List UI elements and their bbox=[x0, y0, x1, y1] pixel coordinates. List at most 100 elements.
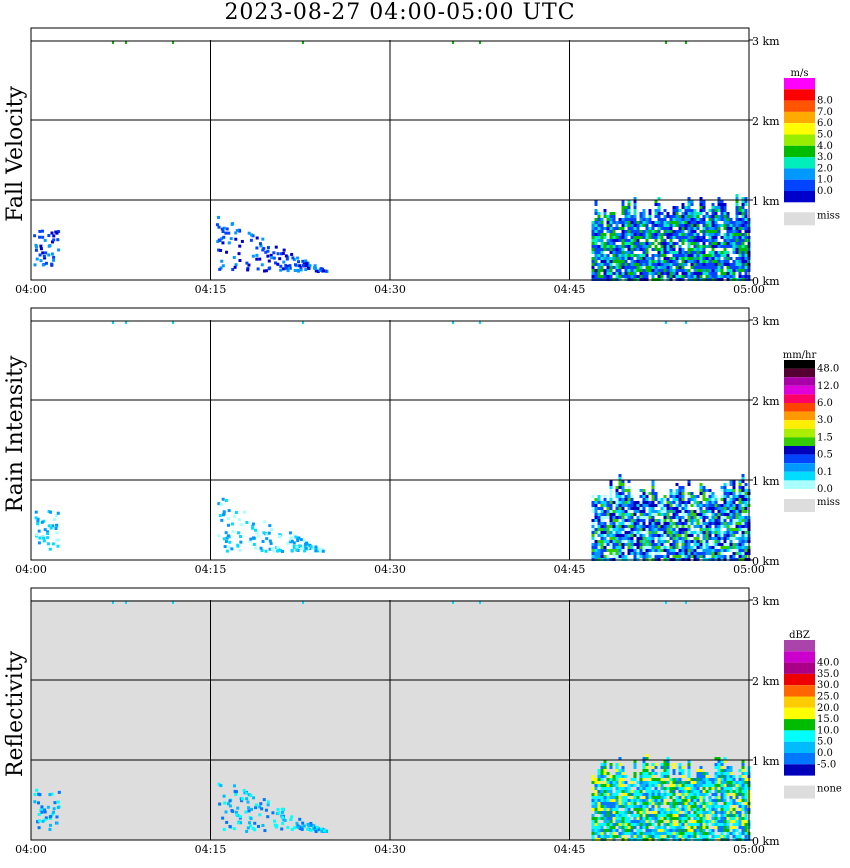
echo-cell bbox=[681, 552, 685, 555]
echo-cell bbox=[675, 233, 679, 236]
colorbar-swatch bbox=[784, 111, 815, 124]
echo-cell bbox=[663, 504, 667, 507]
echo-cell bbox=[609, 784, 613, 787]
echo-cell bbox=[693, 263, 697, 266]
echo-cell bbox=[603, 498, 607, 501]
echo-cell bbox=[639, 528, 643, 531]
echo-cell bbox=[624, 221, 628, 224]
echo-cell bbox=[633, 796, 637, 799]
echo-cell bbox=[645, 513, 649, 516]
echo-cell bbox=[714, 528, 718, 531]
echo-cell bbox=[48, 817, 52, 821]
echo-cell bbox=[711, 823, 715, 826]
echo-cell bbox=[690, 254, 694, 257]
echo-cell bbox=[717, 209, 721, 212]
echo-cell bbox=[720, 808, 724, 811]
echo-cell bbox=[645, 227, 649, 230]
echo-cell bbox=[681, 814, 685, 817]
echo-cell bbox=[717, 269, 721, 272]
echo-cell bbox=[618, 805, 622, 808]
echo-cell bbox=[726, 251, 730, 254]
echo-cell bbox=[642, 215, 646, 218]
echo-cell bbox=[633, 531, 637, 534]
echo-cell bbox=[633, 206, 637, 209]
echo-cell bbox=[642, 778, 646, 781]
echo-cell bbox=[738, 820, 742, 823]
echo-cell bbox=[687, 510, 691, 513]
echo-cell bbox=[702, 823, 706, 826]
echo-cell bbox=[711, 814, 715, 817]
echo-cell bbox=[669, 835, 673, 838]
echo-cell bbox=[675, 781, 679, 784]
echo-cell bbox=[591, 230, 595, 233]
echo-cell bbox=[648, 531, 652, 534]
echo-cell bbox=[723, 516, 727, 519]
echo-cell bbox=[618, 549, 622, 552]
echo-cell bbox=[636, 266, 640, 269]
echo-cell bbox=[726, 835, 730, 838]
echo-cell bbox=[612, 540, 616, 543]
echo-cell bbox=[648, 519, 652, 522]
echo-cell bbox=[231, 529, 235, 533]
echo-cell bbox=[609, 823, 613, 826]
echo-cell bbox=[651, 793, 655, 796]
echo-cell bbox=[621, 519, 625, 522]
echo-cell bbox=[639, 540, 643, 543]
echo-cell bbox=[729, 531, 733, 534]
echo-cell bbox=[633, 808, 637, 811]
echo-cell bbox=[681, 495, 685, 498]
echo-cell bbox=[738, 236, 742, 239]
echo-cell bbox=[711, 248, 715, 251]
echo-cell bbox=[633, 832, 637, 835]
echo-cell bbox=[690, 275, 694, 278]
echo-cell bbox=[741, 218, 745, 221]
echo-cell bbox=[660, 507, 664, 510]
echo-cell bbox=[594, 832, 598, 835]
echo-cell bbox=[645, 546, 649, 549]
echo-cell bbox=[603, 808, 607, 811]
echo-cell bbox=[678, 275, 682, 278]
echo-cell bbox=[52, 807, 56, 811]
echo-cell bbox=[666, 215, 670, 218]
echo-cell bbox=[55, 821, 59, 825]
echo-cell bbox=[603, 236, 607, 239]
echo-cell bbox=[594, 239, 598, 242]
echo-cell bbox=[711, 251, 715, 254]
echo-cell bbox=[665, 41, 667, 44]
echo-cell bbox=[669, 531, 673, 534]
echo-cell bbox=[627, 537, 631, 540]
echo-cell bbox=[660, 784, 664, 787]
echo-cell bbox=[639, 549, 643, 552]
echo-cell bbox=[309, 821, 313, 825]
echo-cell bbox=[252, 536, 256, 540]
echo-cell bbox=[738, 260, 742, 263]
echo-cell bbox=[594, 543, 598, 546]
echo-cell bbox=[675, 260, 679, 263]
echo-cell bbox=[597, 832, 601, 835]
echo-cell bbox=[678, 254, 682, 257]
echo-cell bbox=[717, 525, 721, 528]
echo-cell bbox=[227, 523, 231, 527]
echo-cell bbox=[723, 534, 727, 537]
echo-cell bbox=[699, 275, 703, 278]
echo-cell bbox=[666, 528, 670, 531]
echo-cell bbox=[251, 526, 255, 530]
echo-cell bbox=[217, 225, 221, 229]
echo-cell bbox=[687, 784, 691, 787]
echo-cell bbox=[594, 778, 598, 781]
echo-cell bbox=[717, 206, 721, 209]
echo-cell bbox=[618, 492, 622, 495]
echo-cell bbox=[711, 519, 715, 522]
echo-cell bbox=[609, 272, 613, 275]
echo-cell bbox=[624, 775, 628, 778]
echo-cell bbox=[726, 549, 730, 552]
echo-cell bbox=[663, 549, 667, 552]
echo-cell bbox=[669, 814, 673, 817]
echo-cell bbox=[612, 513, 616, 516]
echo-cell bbox=[621, 266, 625, 269]
echo-cell bbox=[687, 814, 691, 817]
echo-cell bbox=[705, 537, 709, 540]
echo-cell bbox=[714, 266, 718, 269]
echo-cell bbox=[669, 829, 673, 832]
echo-cell bbox=[744, 218, 748, 221]
